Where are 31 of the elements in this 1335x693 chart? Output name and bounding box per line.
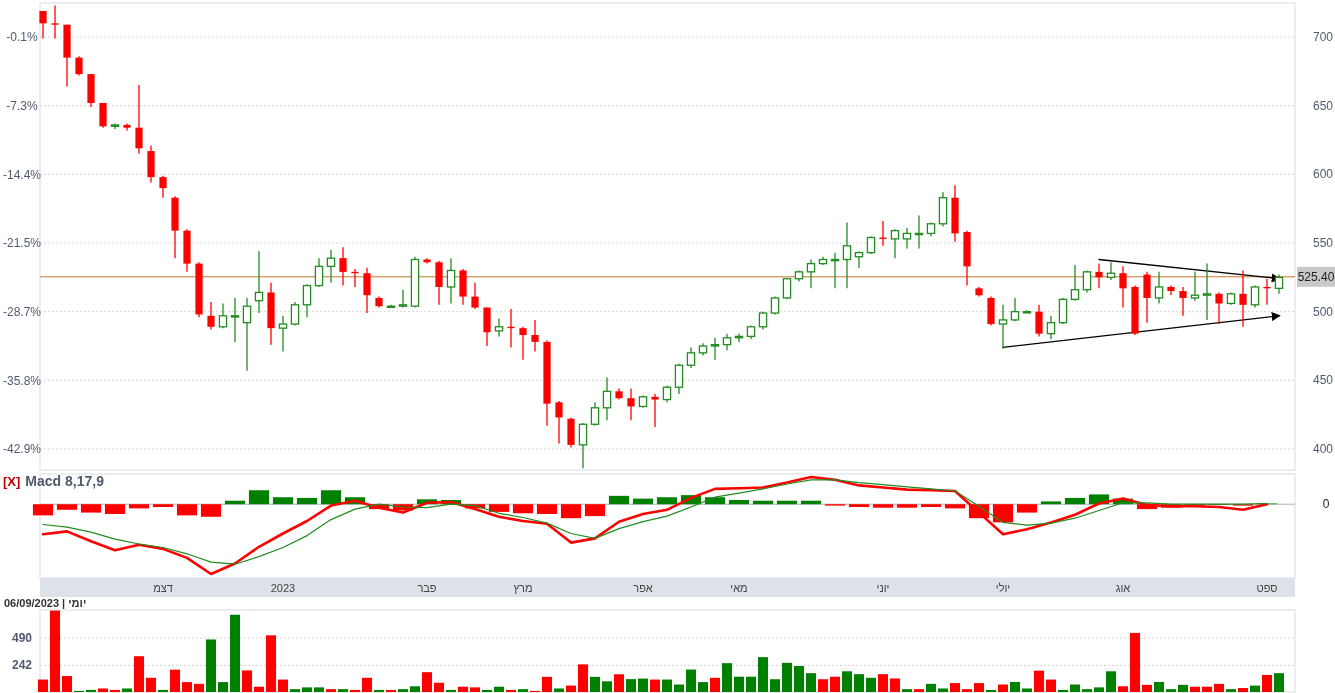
x-tick-label: 2023 — [270, 581, 296, 594]
x-tick-label: דצמ — [153, 581, 173, 594]
y2-tick-label: -14.4% — [2, 167, 42, 182]
chart-title: Macd 8,17,9 — [25, 473, 105, 489]
x-tick-label: מאי — [730, 581, 748, 594]
y-tick-label: 450 — [1312, 373, 1334, 388]
text: יומי | 06/09/2023 — [4, 597, 87, 609]
y-tick-label: 242 — [11, 658, 33, 673]
x-tick-label: פבר — [417, 581, 437, 594]
y2-tick-label: -42.9% — [2, 442, 42, 457]
y-tick-label: 550 — [1312, 236, 1334, 251]
ref-line-label: 525.40 — [1297, 269, 1335, 284]
y-tick-label: 650 — [1312, 98, 1334, 113]
y2-tick-label: -0.1% — [6, 30, 38, 45]
y-tick-label: 700 — [1312, 30, 1334, 45]
x-tick-label: מרץ — [513, 581, 533, 594]
y2-tick-label: -35.8% — [2, 373, 42, 388]
y-tick-label: 400 — [1312, 441, 1334, 456]
x-tick-label: יולי — [995, 581, 1011, 594]
x-tick-label: ספט — [1256, 581, 1278, 594]
y2-tick-label: -28.7% — [2, 305, 42, 320]
y2-tick-label: -7.3% — [6, 99, 38, 114]
y-tick-label: 490 — [11, 631, 33, 646]
text: [X] — [3, 473, 21, 489]
x-tick-label: אוג — [1115, 581, 1131, 594]
y-tick-label: 600 — [1312, 167, 1334, 182]
y-tick-label: 500 — [1312, 304, 1334, 319]
x-tick-label: יוני — [876, 581, 890, 594]
y2-tick-label: -21.5% — [2, 236, 42, 251]
ref-line-label: 0 — [1322, 497, 1330, 512]
x-tick-label: אפר — [633, 581, 653, 594]
